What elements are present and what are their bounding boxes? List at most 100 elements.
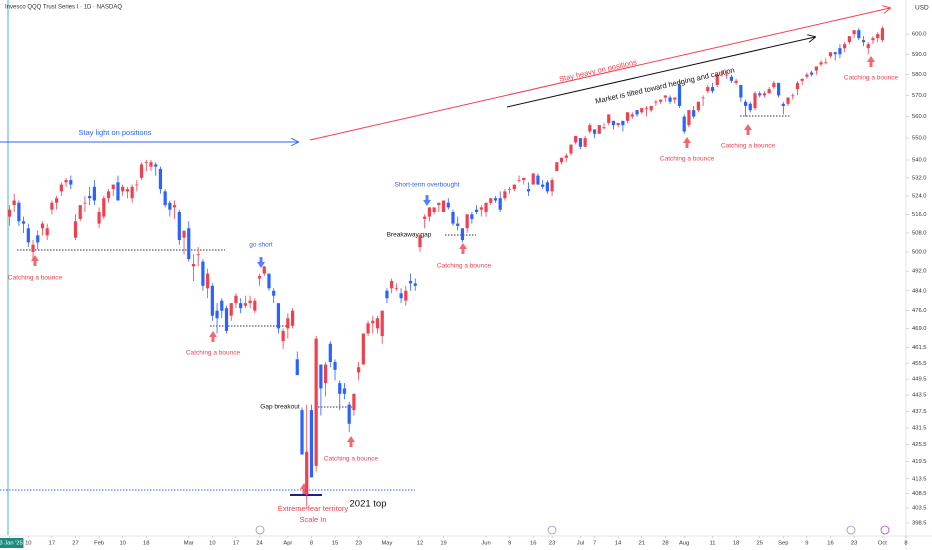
candle-body [154,164,158,167]
event-icons [255,525,856,535]
candle-body [838,48,842,55]
y-tick-label: 419.5 [912,459,927,465]
candle-body [290,310,295,326]
candle-body [819,62,823,65]
candle-body [630,114,634,117]
annotations: Invesco QQQ Trust Series I · 1D · NASDAQ… [5,5,929,524]
x-tick-highlight [0,538,24,548]
candle-body [220,300,224,311]
candle-body [45,228,49,236]
candle-body [441,200,446,212]
candle-body [795,82,800,90]
y-tick-label: 408.5 [912,491,927,497]
candle-body [725,74,729,76]
candle-body [177,211,181,241]
x-tick-label: 17 [233,541,239,547]
candle-body [88,195,92,199]
x-tick-label: 7 [593,541,596,547]
candle-body [446,202,450,208]
candle-body [342,388,347,394]
candle-body [7,209,12,217]
candle-body [479,207,483,210]
y-tick-label: 570.0 [912,93,927,99]
candle-body [187,228,191,260]
candle-body [267,273,271,289]
candle-body [583,138,587,147]
candle-body [663,95,667,98]
candle-body [272,290,276,296]
candle-body [196,254,200,256]
candle-body [493,198,498,201]
candle-body [748,103,752,111]
currency: USD [915,5,929,12]
candle-body [574,135,578,143]
candle-body [753,93,757,109]
annotation: Breakaway gap [387,232,432,239]
candle-body [26,228,30,243]
candle-body [234,295,238,304]
candle-body [323,364,328,384]
x-tick-label: 16 [827,541,833,547]
bounce-arrows [31,56,875,494]
candle-body [687,110,691,126]
x-tick-label: Sep [778,541,788,547]
candle-body [866,44,870,49]
y-tick-label: 461.5 [912,345,927,351]
candle-body [649,105,653,111]
x-tick-label: Mar [184,541,194,547]
candle-body [111,184,115,190]
candle-body [423,216,427,219]
x-tick-label: 23 [851,541,857,547]
x-tick-label: 21 [639,541,645,547]
x-tick-label: 8 [310,541,313,547]
candle-body [706,87,710,92]
annotation: Extreme fear territory [278,504,349,513]
candle-body [73,221,78,238]
candle-body [847,36,851,43]
candle-body [772,82,776,88]
y-tick-label: 403.5 [912,506,927,512]
candle-body [121,186,125,192]
candle-body [21,221,26,224]
y-tick-label: 540.0 [912,158,927,164]
candle-body [621,120,625,126]
candle-body [106,191,111,199]
y-tick-label: 455.5 [912,361,927,367]
x-tick-label: Aug [679,541,689,547]
x-tick-label: 24 [256,541,263,547]
y-tick-label: 449.5 [912,377,927,383]
candle-body [465,214,469,229]
candle-body [201,261,205,286]
candles [7,26,885,510]
x-tick-label: May [381,541,392,547]
candle-body [229,303,233,316]
candle-body [59,184,63,192]
trend-arrow [309,8,890,141]
candle-body [78,205,82,219]
x-tick-label: 9 [805,541,808,547]
candle-body [451,211,455,224]
candle-body [328,343,332,362]
x-tick-label: 15 [332,541,338,547]
candle-body [758,93,762,96]
candle-body [300,410,304,455]
candle-body [55,198,59,203]
candle-body [371,320,375,324]
y-tick-label: 600.0 [912,32,927,38]
x-tick-label: 23 [549,541,555,547]
candle-body [833,52,837,55]
candle-body [139,164,144,178]
annotation: go short [249,242,273,249]
x-tick-label: 8 [904,541,907,547]
candle-body [135,184,139,186]
candle-body [262,266,266,274]
annotation: Catching a bounce [660,156,715,163]
candle-body [701,97,705,99]
candle-body [607,114,611,123]
candle-body [767,89,771,94]
annotation: Catching a bounce [324,456,379,463]
candle-body [508,189,512,190]
candle-body [791,95,795,97]
candle-body [776,82,781,96]
